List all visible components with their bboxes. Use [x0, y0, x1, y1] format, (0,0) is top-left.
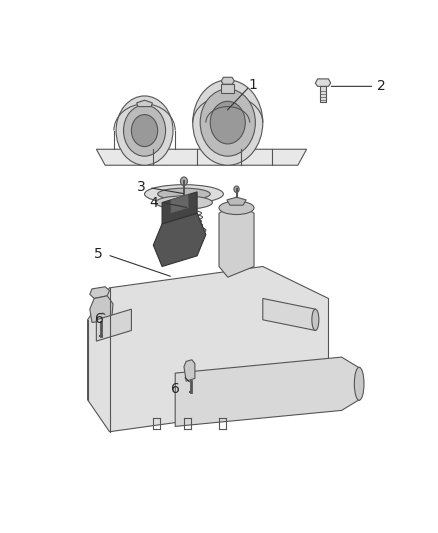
Text: 3: 3 [137, 180, 145, 193]
Polygon shape [320, 86, 326, 102]
Polygon shape [175, 357, 359, 426]
Polygon shape [221, 77, 234, 84]
Ellipse shape [158, 188, 210, 200]
Polygon shape [153, 213, 206, 266]
Text: 6: 6 [171, 382, 180, 396]
Ellipse shape [162, 225, 206, 235]
Polygon shape [90, 287, 110, 298]
Ellipse shape [312, 309, 319, 330]
Text: 5: 5 [94, 247, 103, 261]
Polygon shape [90, 296, 113, 322]
Polygon shape [137, 100, 152, 107]
Polygon shape [227, 197, 246, 205]
Polygon shape [219, 203, 254, 277]
Circle shape [116, 96, 173, 165]
Text: 1: 1 [249, 78, 258, 92]
Polygon shape [263, 298, 315, 330]
Circle shape [210, 101, 245, 144]
Polygon shape [315, 79, 331, 86]
Polygon shape [162, 192, 197, 224]
Polygon shape [96, 149, 307, 165]
Text: 2: 2 [377, 79, 385, 93]
Circle shape [124, 105, 166, 156]
Circle shape [180, 177, 187, 185]
Circle shape [131, 115, 158, 147]
Ellipse shape [354, 367, 364, 400]
Ellipse shape [155, 196, 212, 209]
Polygon shape [221, 84, 234, 93]
Circle shape [200, 89, 255, 156]
Ellipse shape [219, 201, 254, 215]
Polygon shape [96, 309, 131, 341]
Text: 4: 4 [150, 196, 159, 209]
Circle shape [234, 186, 239, 192]
Ellipse shape [145, 185, 223, 203]
Polygon shape [88, 266, 328, 432]
Polygon shape [184, 360, 195, 381]
Circle shape [193, 80, 263, 165]
Text: 6: 6 [95, 312, 104, 326]
Polygon shape [171, 195, 188, 213]
